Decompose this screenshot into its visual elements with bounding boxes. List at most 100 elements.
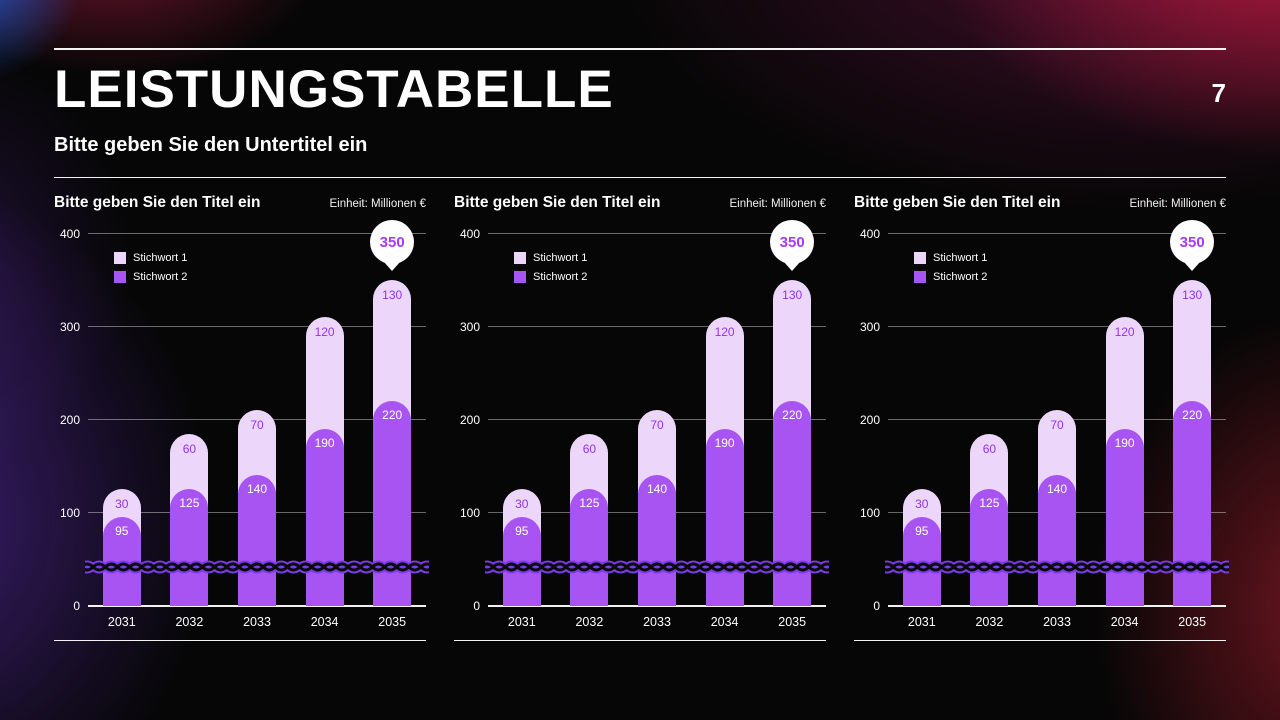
bar-segment-bottom: 125 xyxy=(170,489,209,606)
bar-value-label-bottom: 125 xyxy=(579,496,600,511)
callout-bubble: 350 xyxy=(1170,220,1215,265)
chart-panel: Bitte geben Sie den Titel ein Einheit: M… xyxy=(54,193,429,641)
page-title: LEISTUNGSTABELLE xyxy=(54,60,614,119)
legend-item: Stichwort 2 xyxy=(914,270,988,283)
legend-swatch xyxy=(514,270,526,283)
bar-value-label-top: 130 xyxy=(382,288,403,303)
charts-row: Bitte geben Sie den Titel ein Einheit: M… xyxy=(54,193,1229,641)
bar-value-label-bottom: 220 xyxy=(382,408,403,423)
bar-value-label-top: 30 xyxy=(115,497,129,512)
chart-plot: 0 100 200 300 400 30 95 60 125 70 140 120 190 130 220 S… xyxy=(460,220,829,613)
slide: LEISTUNGSTABELLE 7 Bitte geben Sie den U… xyxy=(0,48,1280,641)
divider xyxy=(54,176,1226,178)
legend-swatch xyxy=(514,251,526,264)
x-axis-labels: 2031 2032 2033 2034 2035 xyxy=(488,606,826,640)
chart-title: Bitte geben Sie den Titel ein xyxy=(54,193,261,211)
legend-label: Stichwort 1 xyxy=(533,251,588,264)
bar-value-label-bottom: 140 xyxy=(1046,482,1068,497)
bar-value-label-bottom: 220 xyxy=(782,408,803,423)
bar-segment-bottom: 190 xyxy=(1105,428,1144,606)
y-tick-label: 100 xyxy=(459,505,480,520)
legend-item: Stichwort 1 xyxy=(114,251,187,264)
bar-segment-bottom: 190 xyxy=(705,428,744,606)
y-tick-label: 100 xyxy=(859,505,880,520)
wave-line-icon xyxy=(485,560,829,574)
callout-bubble: 350 xyxy=(770,220,815,265)
legend-swatch xyxy=(114,251,126,264)
bar-group: 120 190 xyxy=(305,317,344,606)
y-tick-label: 200 xyxy=(59,412,80,427)
y-tick-label: 300 xyxy=(859,319,880,334)
bar-value-label-top: 120 xyxy=(1114,325,1135,340)
bar-value-label-bottom: 190 xyxy=(1114,435,1135,450)
x-tick-label: 2031 xyxy=(907,614,936,629)
x-tick-label: 2035 xyxy=(1178,614,1207,629)
subtitle: Bitte geben Sie den Untertitel ein xyxy=(54,133,368,156)
x-tick-label: 2031 xyxy=(107,614,136,629)
legend-label: Stichwort 2 xyxy=(533,270,588,283)
legend-label: Stichwort 2 xyxy=(133,270,188,283)
callout-pointer-icon xyxy=(384,262,401,272)
wave-line-icon xyxy=(85,560,429,574)
bar-value-label-top: 130 xyxy=(782,288,803,303)
bar-group: 30 95 xyxy=(102,489,141,606)
gridline: 300 xyxy=(460,320,826,334)
legend-label: Stichwort 2 xyxy=(933,270,988,283)
bar-value-label-bottom: 125 xyxy=(979,496,1000,511)
bar-value-label-top: 60 xyxy=(582,441,597,456)
gridline: 0 xyxy=(73,599,426,613)
x-tick-label: 2031 xyxy=(507,614,536,629)
chart-title: Bitte geben Sie den Titel ein xyxy=(454,193,661,211)
bar-value-label-top: 70 xyxy=(650,418,664,433)
header-row: LEISTUNGSTABELLE 7 xyxy=(54,62,1226,118)
bar-value-label-bottom: 140 xyxy=(246,482,268,497)
bar-group: 30 95 xyxy=(902,489,941,606)
chart-legend: Stichwort 1 Stichwort 2 xyxy=(914,251,988,283)
legend-item: Stichwort 1 xyxy=(514,251,588,264)
x-tick-label: 2034 xyxy=(310,614,339,629)
bar-group: 60 125 xyxy=(970,433,1009,606)
gridline: 0 xyxy=(473,599,826,613)
chart-unit-label: Einheit: Millionen € xyxy=(729,197,826,210)
y-tick-label: 200 xyxy=(459,412,480,427)
chart-title: Bitte geben Sie den Titel ein xyxy=(854,193,1061,211)
x-tick-label: 2034 xyxy=(710,614,739,629)
bar-value-label-bottom: 95 xyxy=(115,524,129,539)
bar-value-label-top: 120 xyxy=(314,325,335,340)
bar-segment-bottom: 125 xyxy=(970,489,1009,606)
bar-value-label-bottom: 190 xyxy=(714,435,735,450)
x-tick-label: 2032 xyxy=(575,614,604,629)
legend-item: Stichwort 2 xyxy=(114,270,188,283)
callout: 350 xyxy=(370,220,415,272)
x-tick-label: 2034 xyxy=(1110,614,1139,629)
bar-value-label-bottom: 220 xyxy=(1182,408,1203,423)
bar-value-label-top: 130 xyxy=(1182,288,1203,303)
bar-group: 120 190 xyxy=(1105,317,1144,606)
bar-value-label-top: 70 xyxy=(250,418,264,433)
bar-value-label-top: 30 xyxy=(515,497,529,512)
bar-group: 120 190 xyxy=(705,317,744,606)
x-tick-label: 2033 xyxy=(1043,614,1071,629)
wave-line-icon xyxy=(885,560,1229,574)
callout: 350 xyxy=(770,220,815,272)
chart-legend: Stichwort 1 Stichwort 2 xyxy=(514,251,588,283)
legend-swatch xyxy=(914,270,926,283)
chart-header: Bitte geben Sie den Titel ein Einheit: M… xyxy=(854,194,1226,212)
top-rule xyxy=(54,48,1226,50)
y-tick-label: 0 xyxy=(873,598,880,613)
bar-value-label-top: 30 xyxy=(915,497,929,512)
bar-segment-bottom: 140 xyxy=(1038,475,1076,606)
y-tick-label: 300 xyxy=(59,319,80,334)
gridline: 0 xyxy=(873,599,1226,613)
y-tick-label: 300 xyxy=(459,319,480,334)
legend-label: Stichwort 1 xyxy=(933,251,988,264)
chart-legend: Stichwort 1 Stichwort 2 xyxy=(114,251,188,283)
y-tick-label: 0 xyxy=(473,598,480,613)
gridline: 400 xyxy=(860,227,1226,241)
x-axis-labels: 2031 2032 2033 2034 2035 xyxy=(88,606,426,640)
bar-value-label-top: 70 xyxy=(1050,418,1064,433)
page-number: 7 xyxy=(1211,78,1226,108)
callout-bubble: 350 xyxy=(370,220,415,265)
x-tick-label: 2035 xyxy=(778,614,807,629)
chart-panel: Bitte geben Sie den Titel ein Einheit: M… xyxy=(854,194,1229,641)
